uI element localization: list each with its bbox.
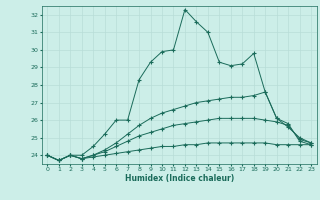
X-axis label: Humidex (Indice chaleur): Humidex (Indice chaleur) (124, 174, 234, 183)
